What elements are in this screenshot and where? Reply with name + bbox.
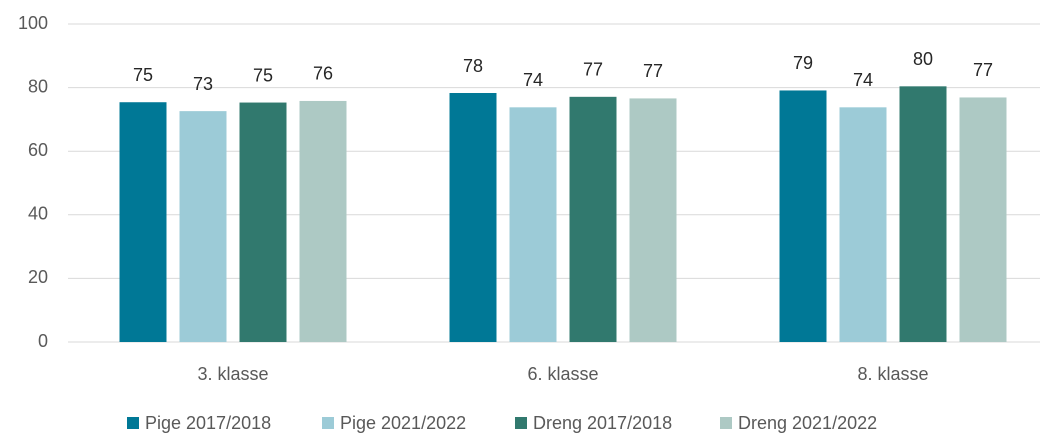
value-label: 78 xyxy=(463,56,483,76)
y-tick-label: 60 xyxy=(28,140,48,160)
value-label: 74 xyxy=(853,70,873,90)
x-tick-label: 8. klasse xyxy=(857,364,928,384)
value-label: 75 xyxy=(253,65,273,85)
legend-label: Pige 2017/2018 xyxy=(145,413,271,433)
legend-swatch xyxy=(720,417,732,429)
legend-swatch xyxy=(127,417,139,429)
value-label: 80 xyxy=(913,49,933,69)
y-tick-label: 20 xyxy=(28,267,48,287)
value-label: 77 xyxy=(973,60,993,80)
value-label: 79 xyxy=(793,53,813,73)
bar xyxy=(959,97,1007,342)
value-label: 73 xyxy=(193,74,213,94)
x-tick-label: 3. klasse xyxy=(197,364,268,384)
legend-swatch xyxy=(515,417,527,429)
bar xyxy=(629,98,677,342)
x-tick-label: 6. klasse xyxy=(527,364,598,384)
value-label: 76 xyxy=(313,64,333,84)
bar xyxy=(899,86,947,342)
legend-swatch xyxy=(322,417,334,429)
bar xyxy=(299,100,347,343)
bar xyxy=(509,107,557,342)
value-label: 77 xyxy=(583,60,603,80)
y-tick-label: 40 xyxy=(28,204,48,224)
value-label: 77 xyxy=(643,61,663,81)
bar xyxy=(839,107,887,342)
y-tick-label: 0 xyxy=(38,331,48,351)
bar xyxy=(239,102,287,343)
bar xyxy=(449,93,497,342)
value-label: 74 xyxy=(523,70,543,90)
y-tick-label: 80 xyxy=(28,76,48,96)
y-tick-label: 100 xyxy=(18,13,48,33)
bar xyxy=(779,90,827,342)
legend-label: Dreng 2017/2018 xyxy=(533,413,672,433)
bar xyxy=(179,111,227,342)
value-label: 75 xyxy=(133,65,153,85)
legend-label: Pige 2021/2022 xyxy=(340,413,466,433)
bar xyxy=(569,96,617,343)
legend-label: Dreng 2021/2022 xyxy=(738,413,877,433)
bar xyxy=(119,102,167,342)
